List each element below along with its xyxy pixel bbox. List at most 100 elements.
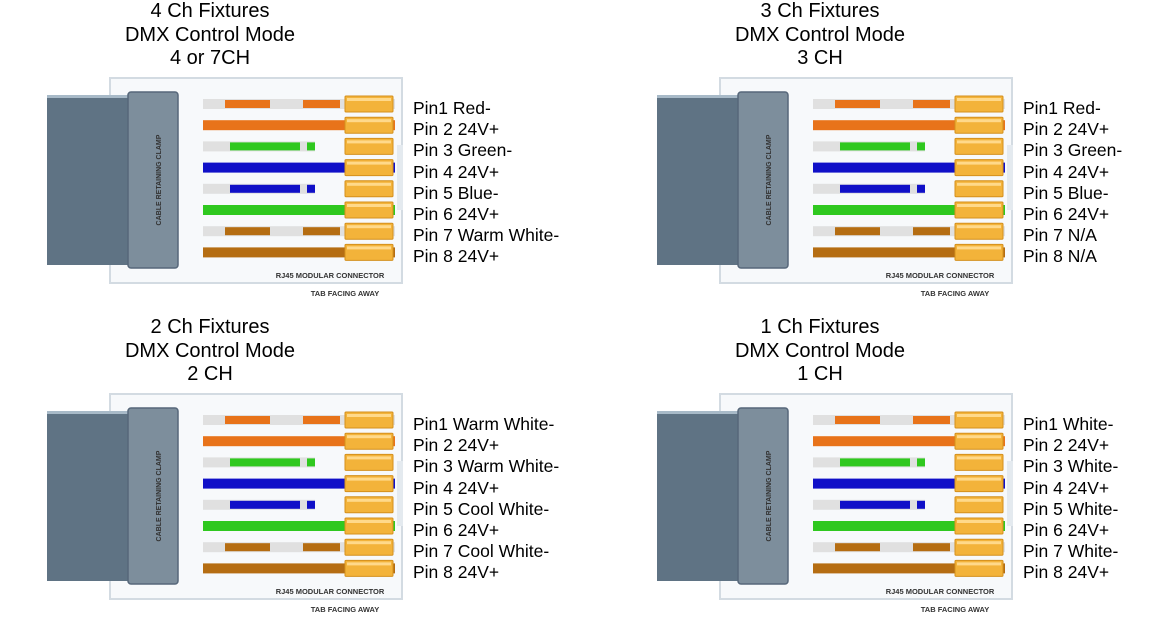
title-line-3: 4 or 7CH [169, 47, 251, 69]
pin-3-label: Pin 3 Green- [413, 140, 513, 161]
pin-2-contact-shine [957, 119, 1001, 123]
pin-8-contact-shine [957, 246, 1001, 250]
wire-1-stripe-2 [913, 416, 950, 424]
wire-7-stripe-1 [835, 227, 880, 236]
clamp-label: CABLE RETAINING CLAMP [766, 134, 773, 225]
wire-7-base [203, 542, 395, 553]
tab-direction-label: TAB FACING AWAY [311, 289, 379, 298]
wire-7-stripe-2 [913, 543, 950, 552]
pin-7-contact-shine [957, 225, 1001, 229]
wire-5-stripe-2 [307, 500, 315, 509]
pin-2-contact-shine [347, 435, 391, 439]
title-line-2: DMX Control Mode [734, 23, 906, 46]
pin-1-label: Pin1 White- [1023, 414, 1114, 434]
cable-jacket-highlight [47, 411, 135, 414]
pin-3-contact-shine [347, 456, 391, 460]
title-line-2: DMX Control Mode [124, 23, 296, 46]
title-line-2: DMX Control Mode [734, 339, 906, 362]
pin-1-contact-shine [347, 414, 391, 417]
wire-3-stripe-2 [307, 142, 315, 151]
cable-retaining-clamp [127, 91, 179, 269]
pin-4-contact-shine [957, 477, 1001, 481]
pin-1-label: Pin1 Warm White- [413, 414, 555, 434]
wire-5-stripe-2 [307, 184, 315, 193]
title-line-1: 2 Ch Fixtures [150, 316, 270, 338]
wire-4 [203, 162, 395, 173]
pin-6-contact-shine [347, 520, 391, 523]
latch-tab [397, 145, 403, 210]
wire-5-stripe-2 [917, 184, 925, 193]
wire-6 [203, 205, 395, 215]
wire-1-stripe-1 [225, 416, 270, 424]
cable-jacket [47, 97, 135, 265]
wire-5-stripe-1 [840, 500, 910, 509]
wire-7-stripe-1 [225, 543, 270, 552]
pin-5-contact-shine [957, 182, 1001, 186]
cable-jacket [47, 413, 135, 581]
wire-6 [813, 205, 1005, 215]
title-line-2: DMX Control Mode [124, 339, 296, 362]
pin-6-label: Pin 6 24V+ [413, 204, 500, 225]
wire-3-stripe-2 [917, 458, 925, 467]
pin-5-label: Pin 5 Blue- [413, 182, 499, 203]
pin-1-label: Pin1 Red- [1023, 98, 1101, 118]
wire-4 [813, 162, 1005, 173]
wire-6 [203, 521, 395, 531]
rj45-connector-diagram: CABLE RETAINING CLAMP RJ45 MODULAR CONNEC… [657, 77, 1013, 298]
pin-6-label: Pin 6 24V+ [413, 520, 500, 541]
cable-jacket-highlight [657, 411, 745, 414]
wire-8 [203, 563, 395, 574]
wire-5-stripe-1 [230, 184, 300, 193]
pin-1-contact-shine [957, 98, 1001, 101]
rj45-connector-diagram: CABLE RETAINING CLAMP RJ45 MODULAR CONNEC… [47, 77, 403, 298]
wire-1-stripe-1 [225, 100, 270, 108]
connector-label: RJ45 MODULAR CONNECTOR [276, 587, 385, 596]
pin-7-label: Pin 7 Cool White- [413, 541, 550, 562]
wire-5-stripe-1 [840, 184, 910, 193]
wire-1-base [813, 99, 1005, 109]
wire-7-stripe-1 [225, 227, 270, 236]
wire-1-base [203, 99, 395, 109]
latch-tab [1007, 145, 1013, 210]
wire-5-stripe-2 [917, 500, 925, 509]
title-line-3: 3 CH [797, 47, 843, 69]
wire-7-stripe-1 [835, 543, 880, 552]
pin-3-contact-shine [957, 456, 1001, 460]
pin-5-label: Pin 5 White- [1023, 498, 1119, 519]
wire-2 [813, 120, 1005, 131]
connector-label: RJ45 MODULAR CONNECTOR [276, 271, 385, 280]
wire-1-stripe-2 [303, 416, 340, 424]
clamp-label: CABLE RETAINING CLAMP [156, 450, 163, 541]
panel-1ch: 1 Ch Fixtures DMX Control Mode 1 CH CABL… [610, 316, 1162, 631]
pin-list: Pin1 Warm White- Pin 2 24V+ Pin 3 Warm W… [413, 414, 559, 584]
pin-3-label: Pin 3 White- [1023, 456, 1119, 477]
pin-3-label: Pin 3 Warm White- [413, 456, 560, 477]
panel-title: 1 Ch Fixtures DMX Control Mode 1 CH [670, 316, 970, 387]
wire-1-base [813, 415, 1005, 425]
wire-1-stripe-2 [913, 100, 950, 108]
pin-2-contact-shine [347, 119, 391, 123]
pin-5-label: Pin 5 Cool White- [413, 498, 550, 519]
wire-1-stripe-1 [835, 100, 880, 108]
wire-8 [813, 563, 1005, 574]
pin-1-contact-shine [347, 98, 391, 101]
panel-2ch: 2 Ch Fixtures DMX Control Mode 2 CH CABL… [0, 316, 581, 631]
pin-3-label: Pin 3 Green- [1023, 140, 1123, 161]
pin-8-contact-shine [347, 246, 391, 250]
pin-5-contact-shine [347, 498, 391, 502]
pin-1-label: Pin1 Red- [413, 98, 491, 118]
pin-7-label: Pin 7 N/A [1023, 225, 1097, 246]
rj45-connector-diagram: CABLE RETAINING CLAMP RJ45 MODULAR CONNEC… [47, 393, 403, 614]
pin-4-contact-shine [957, 161, 1001, 165]
wire-4 [203, 478, 395, 489]
tab-direction-label: TAB FACING AWAY [921, 605, 989, 614]
wire-2 [203, 120, 395, 131]
wire-7-stripe-2 [913, 227, 950, 236]
cable-retaining-clamp [737, 91, 789, 269]
wire-5-stripe-1 [230, 500, 300, 509]
pin-7-label: Pin 7 White- [1023, 541, 1119, 562]
clamp-label: CABLE RETAINING CLAMP [156, 134, 163, 225]
wire-3-stripe-1 [230, 142, 300, 151]
tab-direction-label: TAB FACING AWAY [921, 289, 989, 298]
pin-list: Pin1 Red- Pin 2 24V+ Pin 3 Green- Pin 4 … [413, 98, 559, 268]
